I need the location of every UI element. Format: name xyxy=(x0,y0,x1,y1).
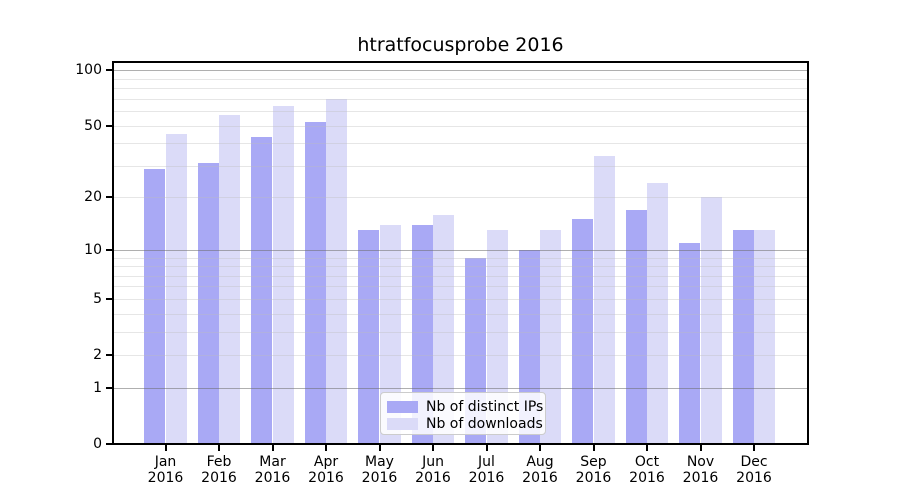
x-tick-label: Apr 2016 xyxy=(308,454,344,486)
gridline-major xyxy=(113,249,808,251)
gridline-minor xyxy=(113,98,808,100)
y-tick-label: 100 xyxy=(75,62,102,79)
x-tick-label: Oct 2016 xyxy=(629,454,665,486)
x-tick-label: Mar 2016 xyxy=(254,454,291,486)
bar-distinct-ips xyxy=(197,163,219,444)
y-tick-mark xyxy=(106,297,112,300)
x-tick-mark xyxy=(378,445,381,451)
gridline-minor xyxy=(113,143,808,145)
y-tick-mark xyxy=(106,248,112,251)
x-tick-mark xyxy=(539,445,541,451)
x-tick-mark xyxy=(646,445,648,451)
x-tick-mark xyxy=(432,445,434,451)
bar-downloads xyxy=(272,105,294,444)
gridline-minor xyxy=(113,88,808,90)
x-tick-label: May 2016 xyxy=(361,454,398,486)
gridline-minor xyxy=(113,78,808,80)
y-tick-label: 20 xyxy=(84,189,102,206)
legend-row-distinct-ips: Nb of distinct IPs xyxy=(387,398,543,415)
x-tick-label: Jan 2016 xyxy=(147,454,184,486)
y-tick-label: 50 xyxy=(84,117,102,134)
x-tick-label: Dec 2016 xyxy=(736,454,772,486)
bar-distinct-ips xyxy=(732,230,754,444)
legend-swatch-distinct-ips xyxy=(387,400,418,413)
gridline-minor xyxy=(113,286,808,288)
bar-downloads xyxy=(379,224,401,444)
y-tick-label: 5 xyxy=(93,290,102,307)
gridline-major xyxy=(113,387,808,389)
y-tick-label: 0 xyxy=(93,436,102,452)
x-tick-mark xyxy=(485,445,488,451)
bar-downloads xyxy=(219,115,241,444)
x-tick-mark xyxy=(325,445,327,451)
y-tick-mark xyxy=(106,443,112,445)
bar-distinct-ips xyxy=(304,122,326,444)
bar-distinct-ips xyxy=(679,242,701,444)
gridline-minor xyxy=(113,355,808,357)
bar-downloads xyxy=(433,214,455,444)
y-tick-mark xyxy=(106,354,112,357)
x-tick-label: Sep 2016 xyxy=(575,454,612,486)
gridline-minor xyxy=(113,313,808,315)
gridline-minor xyxy=(113,111,808,113)
gridline-minor xyxy=(113,257,808,259)
bar-distinct-ips xyxy=(625,209,647,444)
bar-downloads xyxy=(326,98,348,444)
x-tick-label: Jul 2016 xyxy=(468,454,505,486)
legend: Nb of distinct IPs Nb of downloads xyxy=(380,392,546,435)
gridline-minor xyxy=(113,298,808,300)
y-tick-mark xyxy=(106,124,112,127)
x-tick-mark xyxy=(592,445,595,451)
bar-distinct-ips xyxy=(144,168,166,444)
bar-downloads xyxy=(754,230,776,444)
x-tick-label: Aug 2016 xyxy=(522,454,558,486)
bar-downloads xyxy=(700,197,722,444)
gridline-minor xyxy=(113,331,808,333)
y-tick-label: 1 xyxy=(93,379,102,396)
gridline-minor xyxy=(113,165,808,167)
bar-distinct-ips xyxy=(411,224,433,444)
x-tick-label: Nov 2016 xyxy=(682,454,719,486)
gridline-minor xyxy=(113,266,808,268)
y-tick-label: 10 xyxy=(84,241,102,258)
x-tick-mark xyxy=(271,445,274,451)
x-tick-mark xyxy=(218,445,220,451)
bar-downloads xyxy=(486,230,508,444)
x-tick-mark xyxy=(753,445,755,451)
legend-label-distinct-ips: Nb of distinct IPs xyxy=(426,398,544,415)
y-tick-label: 2 xyxy=(93,347,102,364)
legend-row-downloads: Nb of downloads xyxy=(387,415,543,432)
chart-title: htratfocusprobe 2016 xyxy=(357,34,564,56)
gridline-major xyxy=(113,70,808,72)
bar-distinct-ips xyxy=(358,230,380,444)
x-tick-mark xyxy=(164,445,167,451)
x-tick-mark xyxy=(699,445,702,451)
y-tick-mark xyxy=(106,386,112,389)
bar-downloads xyxy=(593,156,615,444)
x-tick-label: Jun 2016 xyxy=(415,454,451,486)
legend-swatch-downloads xyxy=(387,417,418,430)
bar-downloads xyxy=(165,133,187,444)
gridline-minor xyxy=(113,125,808,127)
bar-distinct-ips xyxy=(251,137,273,444)
bar-downloads xyxy=(540,230,562,444)
legend-label-downloads: Nb of downloads xyxy=(426,415,543,432)
y-tick-mark xyxy=(106,196,112,199)
gridline-minor xyxy=(113,275,808,277)
gridline-minor xyxy=(113,197,808,199)
x-tick-label: Feb 2016 xyxy=(201,454,237,486)
y-tick-mark xyxy=(106,69,112,72)
bar-downloads xyxy=(647,183,669,444)
